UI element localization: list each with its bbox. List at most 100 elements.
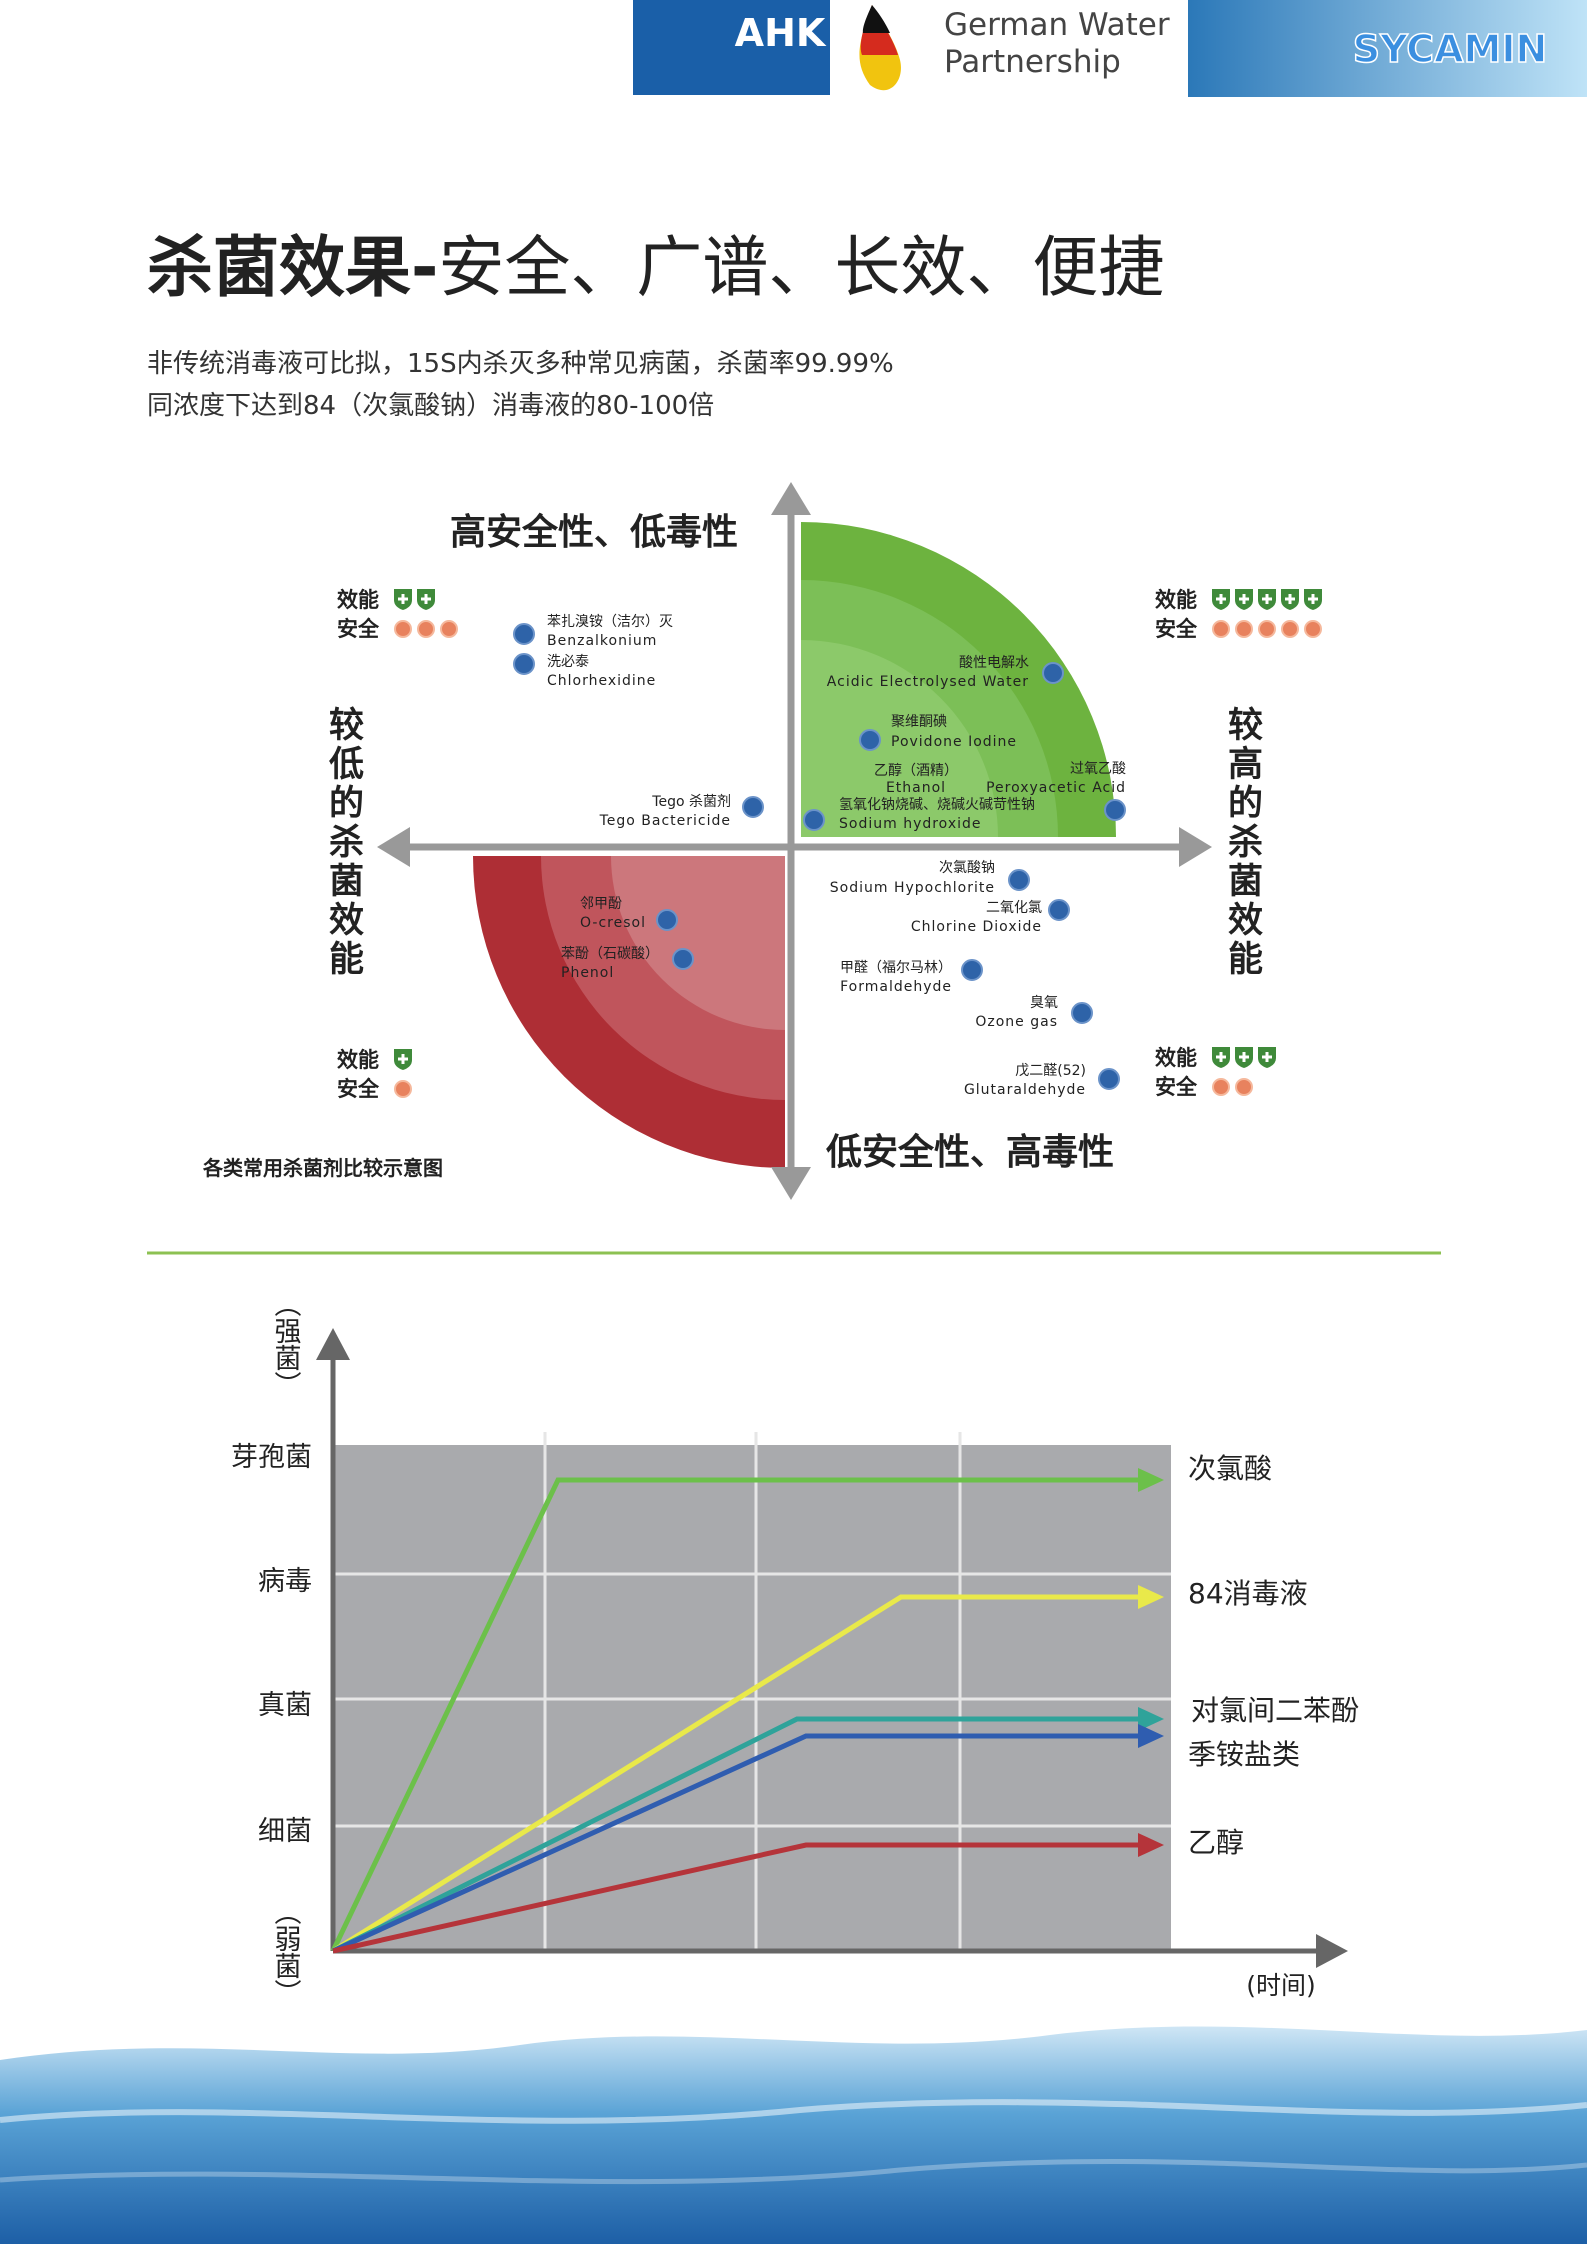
agent-en: Chlorine Dioxide [911,919,1042,935]
agent-cn: 次氯酸钠 [939,860,995,876]
agent-cn: 洗必泰 [547,654,589,670]
safety-dot [1235,620,1253,638]
title: 杀菌效果-安全、广谱、长效、便捷 [147,229,1164,306]
agent-dot [1048,899,1070,921]
subtitle: 非传统消毒液可比拟，15S内杀灭多种常见病菌，杀菌率99.99% [147,349,894,379]
agent-cn: 二氧化氯 [986,900,1042,916]
gwp-drop [862,5,890,33]
cross [398,594,408,604]
agent-cn: 氢氧化钠烧碱、烧碱火碱苛性钠 [839,796,1035,813]
curve-arrow [1138,1468,1164,1492]
arrow [771,482,811,515]
cross [1239,1052,1249,1062]
agent-dot [1071,1002,1093,1024]
legend-label: 效能 [1155,1046,1197,1070]
agent-dot [1042,662,1064,684]
legend-label: 效能 [1155,588,1197,612]
agent-en: Acidic Electrolysed Water [827,674,1029,690]
arrow [1316,1934,1348,1968]
axis-label: 低安全性、高毒性 [826,1131,1114,1173]
curve-arrow [1138,1833,1164,1857]
safety-dot [1235,1078,1253,1096]
arrow [316,1328,350,1360]
safety-dot [1258,620,1276,638]
curve-label: 对氯间二苯酚 [1191,1694,1359,1727]
agent-dot [513,653,535,675]
arrow [1179,827,1212,867]
agent-dot [656,909,678,931]
agent-en: O-cresol [580,915,646,931]
agent-cn: 酸性电解水 [959,655,1029,671]
agent-dot [513,623,535,645]
logo-text: German Water [944,7,1170,43]
curve [331,1594,1140,1954]
axis-label: （弱菌） [270,1898,302,2006]
agent-en: Glutaraldehyde [964,1082,1086,1098]
agent-dot [742,796,764,818]
agent-cn: 聚维酮碘 [891,714,947,730]
caption: 各类常用杀菌剂比较示意图 [202,1156,443,1180]
wave [0,2099,1587,2124]
ahk-logo [633,0,830,95]
agent-en: Chlorhexidine [547,673,656,689]
curve [330,1477,1140,1953]
agent-cn: 苯扎溴铵（洁尔）灭 [547,613,673,630]
sycamin-logo [1188,0,1587,97]
curve-label: 84消毒液 [1188,1577,1308,1610]
agent-cn: Tego 杀菌剂 [651,794,731,810]
logo-text: Partnership [944,44,1121,80]
agent-en: Benzalkonium [547,633,657,649]
cross [1239,594,1249,604]
wave [0,2158,1587,2185]
level-label: 真菌 [258,1690,312,1721]
safety-dot [1304,620,1322,638]
level-label: 病毒 [258,1566,312,1597]
legend-label: 安全 [1155,617,1198,641]
curve [331,1733,1140,1954]
agent-cn: 臭氧 [1030,995,1058,1011]
agent-dot [1098,1068,1120,1090]
axis-label: （强菌） [270,1290,302,1398]
agent-en: Povidone Iodine [891,734,1017,750]
safety-dot [1212,620,1230,638]
arrow [771,1167,811,1200]
subtitle: 同浓度下达到84（次氯酸钠）消毒液的80-100倍 [147,391,714,421]
legend-label: 效能 [337,588,379,612]
cross [1216,594,1226,604]
curve-arrow [1138,1707,1164,1731]
agent-dot [961,959,983,981]
agent-dot [1104,799,1126,821]
agent-cn: 苯酚（石碳酸） [561,945,659,962]
legend-label: 安全 [337,617,380,641]
legend-label: 安全 [337,1077,380,1101]
agent-dot [859,729,881,751]
cross [1262,1052,1272,1062]
red-sector [611,856,785,1030]
agent-cn: 戊二醛(52) [1015,1063,1086,1079]
logo-text: SYCAMIN [1353,27,1548,71]
green-sector [801,640,998,837]
agent-en: Tego Bactericide [599,813,731,829]
curve-label: 次氯酸 [1188,1452,1272,1485]
cross [421,594,431,604]
cross [1262,594,1272,604]
safety-dot [394,1080,412,1098]
agent-en: Peroxyacetic Acid [986,780,1126,796]
grid [333,1432,1171,1951]
axis-label: (时间) [1246,1971,1316,2000]
legend-label: 效能 [337,1048,379,1072]
level-label: 细菌 [258,1816,312,1847]
safety-dot [417,620,435,638]
agent-cn: 过氧乙酸 [1070,761,1126,777]
title-bold: 杀菌效果- [147,229,438,306]
curve-arrow [1138,1585,1164,1609]
agent-en: Sodium Hypochlorite [830,880,995,896]
agent-cn: 邻甲酚 [580,896,622,912]
safety-dot [440,620,458,638]
cross [1308,594,1318,604]
level-label: 芽孢菌 [231,1442,312,1473]
cross [398,1054,408,1064]
agent-dot [803,809,825,831]
